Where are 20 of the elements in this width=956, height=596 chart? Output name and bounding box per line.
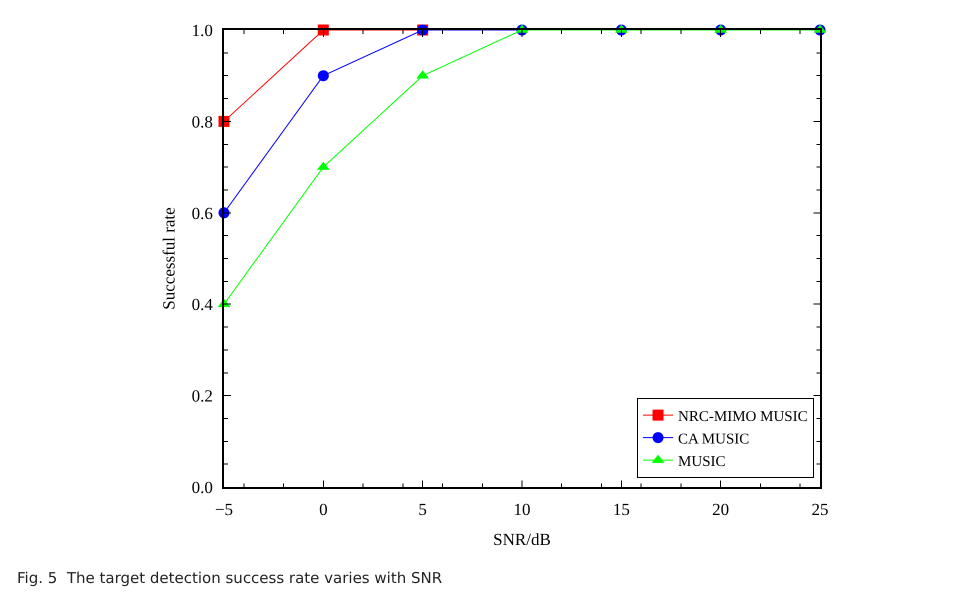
legend-label: CA MUSIC <box>678 431 750 448</box>
y-tick-label: 0.0 <box>192 478 213 497</box>
y-axis-title: Successful rate <box>160 207 179 310</box>
x-tick-label: 0 <box>319 500 328 520</box>
y-tick-label: 0.6 <box>192 204 213 223</box>
y-tick-label: 0.4 <box>192 295 214 314</box>
point <box>318 70 329 82</box>
x-axis-title: SNR/dB <box>493 530 551 550</box>
x-tick-label: 20 <box>712 500 730 520</box>
y-tick-label: 1.0 <box>192 20 213 40</box>
x-tick-label: 5 <box>418 500 427 520</box>
x-tick-label: 10 <box>514 500 530 520</box>
x-tick-label: 25 <box>812 500 828 520</box>
legend-label: NRC-MIMO MUSIC <box>678 408 808 425</box>
x-tick-label: −5 <box>214 500 234 520</box>
caption: Fig. 5 The target detection success rate varies with SNR <box>17 569 442 587</box>
x-tick-label: 15 <box>612 500 630 520</box>
y-tick-label: 0.2 <box>192 386 213 406</box>
legend-label: MUSIC <box>678 454 726 470</box>
y-tick-label: 0.8 <box>192 112 213 132</box>
